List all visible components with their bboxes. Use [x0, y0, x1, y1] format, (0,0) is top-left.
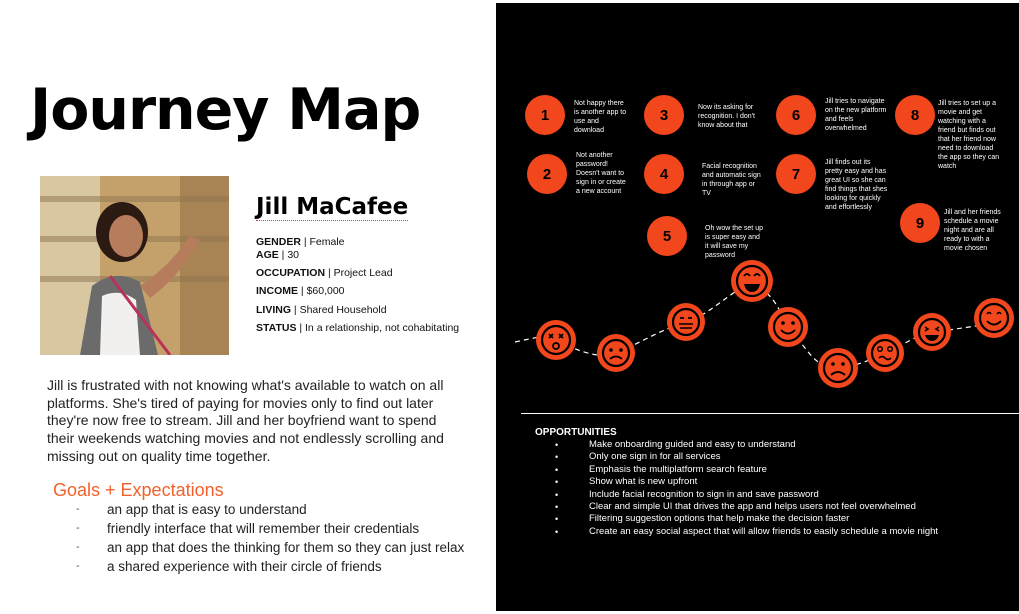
opportunity-item: Only one sign in for all services — [555, 451, 938, 464]
fact-living: LIVING | Shared Household — [256, 303, 387, 316]
opportunity-item: Clear and simple UI that drives the app … — [555, 501, 938, 514]
persona-facts: GENDER | Female AGE | 30 OCCUPATION | Pr… — [256, 236, 459, 340]
step-note: Not another password! Doesn't want to si… — [576, 152, 626, 195]
step-badge: 4 — [644, 154, 684, 194]
goals-list: an app that is easy to understand friend… — [76, 500, 486, 576]
goal-item: friendly interface that will remember th… — [76, 519, 486, 538]
fact-income: INCOME | $60,000 — [256, 285, 345, 298]
laughing-face-icon — [731, 260, 773, 302]
emotion-path — [514, 280, 1011, 369]
step-badge: 7 — [776, 154, 816, 194]
step-badge: 1 — [525, 95, 565, 135]
step-note: Jill tries to navigate on the new platfo… — [825, 98, 887, 132]
step-note: Facial recognition and automatic sign in… — [702, 163, 761, 197]
fact-label: LIVING — [256, 303, 292, 316]
neutral-face-icon — [667, 303, 705, 341]
fact-gender: GENDER | Female — [256, 236, 345, 248]
step-note: Jill finds out its pretty easy and has g… — [825, 159, 888, 211]
goal-item: a shared experience with their circle of… — [76, 557, 486, 576]
opportunity-item: Make onboarding guided and easy to under… — [555, 439, 938, 452]
fact-occupation: OCCUPATION | Project Lead — [256, 267, 393, 280]
fact-value: Project Lead — [333, 267, 393, 280]
sad-face-icon — [818, 348, 858, 388]
fact-label: INCOME — [256, 285, 298, 298]
persona-portrait-image — [40, 176, 229, 355]
fact-label: GENDER — [256, 236, 301, 248]
fact-label: STATUS — [256, 321, 297, 334]
step-note: Not happy there is another app to use an… — [574, 100, 627, 134]
persona-name: Jill MaCafee — [256, 194, 409, 221]
opportunity-item: Filtering suggestion options that help m… — [555, 513, 938, 526]
step-note: Jill and her friends schedule a movie ni… — [944, 209, 1001, 252]
worried-face-icon — [597, 334, 635, 372]
fact-age: AGE | 30 — [256, 249, 300, 262]
persona-panel: Journey Map Jill MaCafee GENDER | Female… — [0, 0, 496, 614]
fact-value: Shared Household — [299, 303, 387, 316]
opportunity-item: Show what is new upfront — [555, 476, 938, 489]
fact-status: STATUS | In a relationship, not cohabita… — [256, 321, 460, 334]
opportunities-list: Make onboarding guided and easy to under… — [555, 439, 938, 539]
fact-label: AGE — [256, 249, 279, 262]
opportunity-item: Create an easy social aspect that will a… — [555, 526, 938, 539]
fact-label: OCCUPATION — [256, 267, 326, 280]
opportunity-item: Emphasis the multiplatform search featur… — [555, 464, 938, 477]
goal-item: an app that does the thinking for them s… — [76, 538, 486, 557]
confused-face-icon — [866, 334, 904, 372]
step-badge: 2 — [527, 154, 567, 194]
smile-face-icon — [974, 298, 1014, 338]
fact-value: In a relationship, not cohabitating — [305, 321, 460, 334]
page-title: Journey Map — [30, 77, 421, 143]
divider — [521, 413, 1019, 414]
step-note: Now its asking for recognition. I don't … — [698, 104, 755, 129]
opportunity-item: Include facial recognition to sign in an… — [555, 489, 938, 502]
fact-value: 30 — [287, 249, 300, 262]
dizzy-face-icon — [536, 320, 576, 360]
emotion-curve — [514, 260, 1014, 388]
persona-description: Jill is frustrated with not knowing what… — [47, 377, 444, 464]
smile-face-icon — [768, 307, 808, 347]
step-badge: 6 — [776, 95, 816, 135]
persona-photo — [40, 176, 229, 355]
grinning-face-icon — [913, 313, 951, 351]
goal-item: an app that is easy to understand — [76, 500, 486, 519]
step-badge: 9 — [900, 203, 940, 243]
step-note: Jill tries to set up a movie and get wat… — [938, 100, 1000, 170]
opportunities-heading: OPPORTUNITIES — [535, 427, 617, 438]
step-badge: 5 — [647, 216, 687, 256]
fact-value: Female — [309, 236, 345, 248]
step-badge: 8 — [895, 95, 935, 135]
fact-value: $60,000 — [306, 285, 345, 298]
step-badge: 3 — [644, 95, 684, 135]
goals-heading: Goals + Expectations — [53, 480, 224, 500]
step-note: Oh wow the set up is super easy and it w… — [705, 225, 763, 259]
